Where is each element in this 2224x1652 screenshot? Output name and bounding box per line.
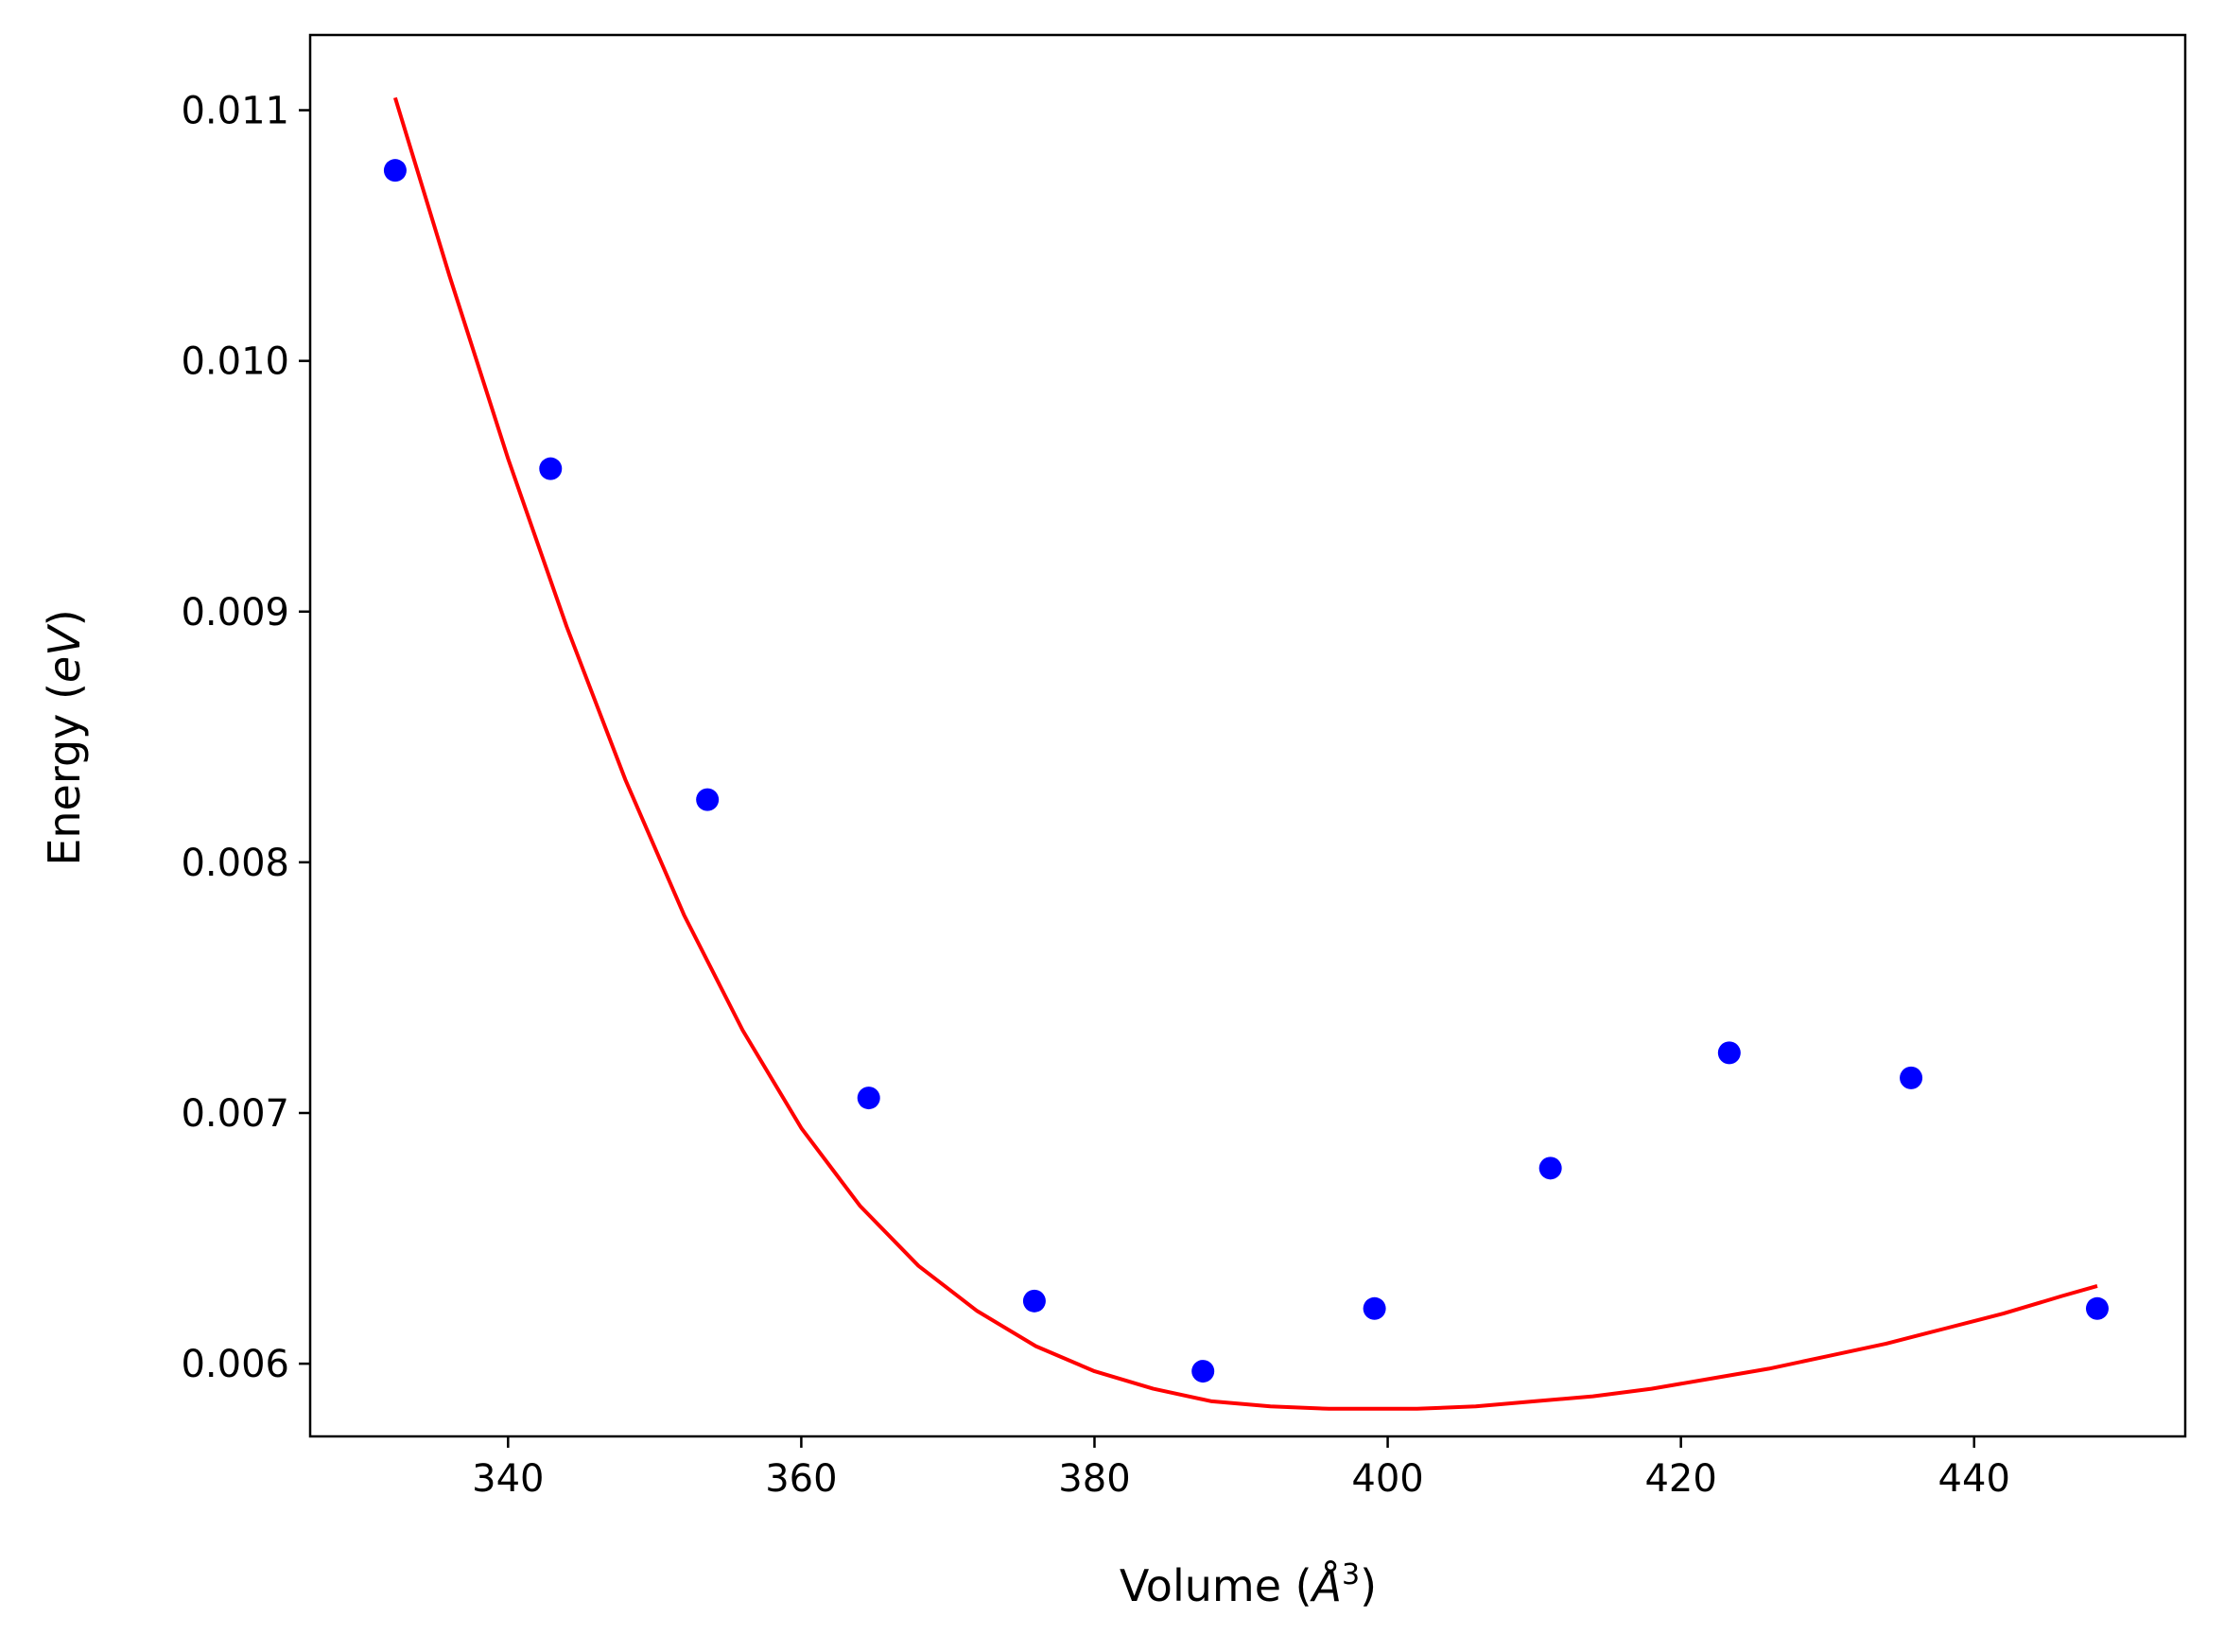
data-point [1900, 1066, 1923, 1089]
data-point [1191, 1360, 1215, 1383]
y-tick-label: 0.006 [181, 1343, 289, 1386]
data-point [1538, 1156, 1562, 1180]
fit-curve [392, 96, 2098, 1411]
data-point [539, 457, 563, 480]
x-tick-label: 420 [1644, 1457, 1716, 1501]
series-layer [383, 96, 2109, 1411]
x-axis: 340 360 380 400 420 440 [472, 1436, 2010, 1501]
x-axis-title: Volume (Å3) [1120, 1558, 1377, 1611]
data-point [383, 159, 407, 183]
data-point [2085, 1296, 2109, 1320]
y-tick-label: 0.007 [181, 1092, 289, 1136]
y-axis-title: Energy (eV) [39, 609, 90, 865]
x-tick-label: 340 [472, 1457, 544, 1501]
y-tick-label: 0.011 [181, 90, 289, 133]
x-tick-label: 400 [1351, 1457, 1423, 1501]
x-tick-label: 360 [765, 1457, 837, 1501]
data-point [1717, 1041, 1741, 1065]
data-point [1363, 1296, 1386, 1320]
y-axis: 0.006 0.007 0.008 0.009 0.010 0.011 [181, 90, 310, 1386]
plot-area [383, 96, 2109, 1411]
y-tick-label: 0.009 [181, 591, 289, 635]
y-tick-label: 0.010 [181, 340, 289, 384]
data-point [1022, 1289, 1046, 1313]
plot-frame [308, 33, 2187, 1438]
data-point [696, 788, 720, 811]
x-tick-label: 440 [1938, 1457, 2010, 1501]
data-point [857, 1087, 880, 1110]
x-tick-label: 380 [1058, 1457, 1130, 1501]
y-tick-label: 0.008 [181, 842, 289, 885]
